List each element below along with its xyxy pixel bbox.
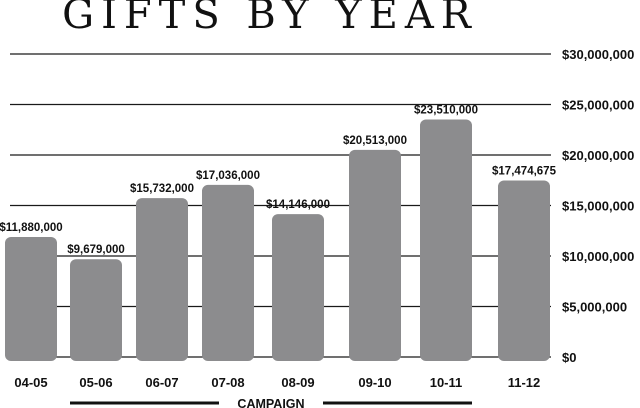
y-tick-label: $0: [562, 350, 576, 365]
y-tick-label: $5,000,000: [562, 300, 627, 315]
bar: [420, 119, 472, 361]
x-tick-label: 08-09: [281, 375, 314, 390]
y-tick-label: $25,000,000: [562, 98, 634, 113]
data-label: $23,510,000: [414, 105, 478, 117]
bars: [5, 119, 550, 361]
x-tick-label: 05-06: [79, 375, 112, 390]
bar: [202, 184, 254, 361]
bar: [272, 214, 324, 361]
data-label: $14,146,000: [266, 199, 330, 211]
data-label: $15,732,000: [130, 183, 194, 195]
data-label: $17,474,675: [492, 166, 557, 178]
y-tick-label: $15,000,000: [562, 199, 634, 214]
y-tick-label: $20,000,000: [562, 148, 634, 163]
x-tick-label: 09-10: [358, 375, 391, 390]
bar: [498, 180, 550, 361]
x-tick-label: 07-08: [211, 375, 244, 390]
y-tick-label: $10,000,000: [562, 249, 634, 264]
data-label: $9,679,000: [67, 244, 125, 256]
campaign-annotation: CAMPAIGN: [70, 397, 472, 408]
x-tick-label: 06-07: [145, 375, 178, 390]
y-tick-label: $30,000,000: [562, 47, 634, 62]
data-label: $11,880,000: [0, 222, 63, 234]
bar: [349, 149, 401, 361]
x-tick-label: 04-05: [14, 375, 47, 390]
bar: [5, 237, 57, 361]
value-labels: $11,880,000 $9,679,000 $15,732,000$17,036,…: [0, 105, 557, 257]
chart-title: GIFTS BY YEAR: [62, 0, 478, 38]
y-axis-ticks: $0 $5,000,000 $10,000,000 $15,000,000 $20,00…: [562, 47, 634, 365]
x-tick-label: 10-11: [430, 375, 463, 390]
bar: [136, 198, 188, 361]
x-tick-label: 11-12: [508, 375, 541, 390]
data-label: $20,513,000: [343, 135, 407, 147]
data-label: $17,036,000: [196, 170, 260, 182]
bar: [70, 259, 122, 361]
x-axis-categories: 04-05 05-06 06-07 07-08 08-09 09-10 10-11 11-12: [14, 375, 540, 390]
campaign-label: CAMPAIGN: [237, 397, 304, 408]
